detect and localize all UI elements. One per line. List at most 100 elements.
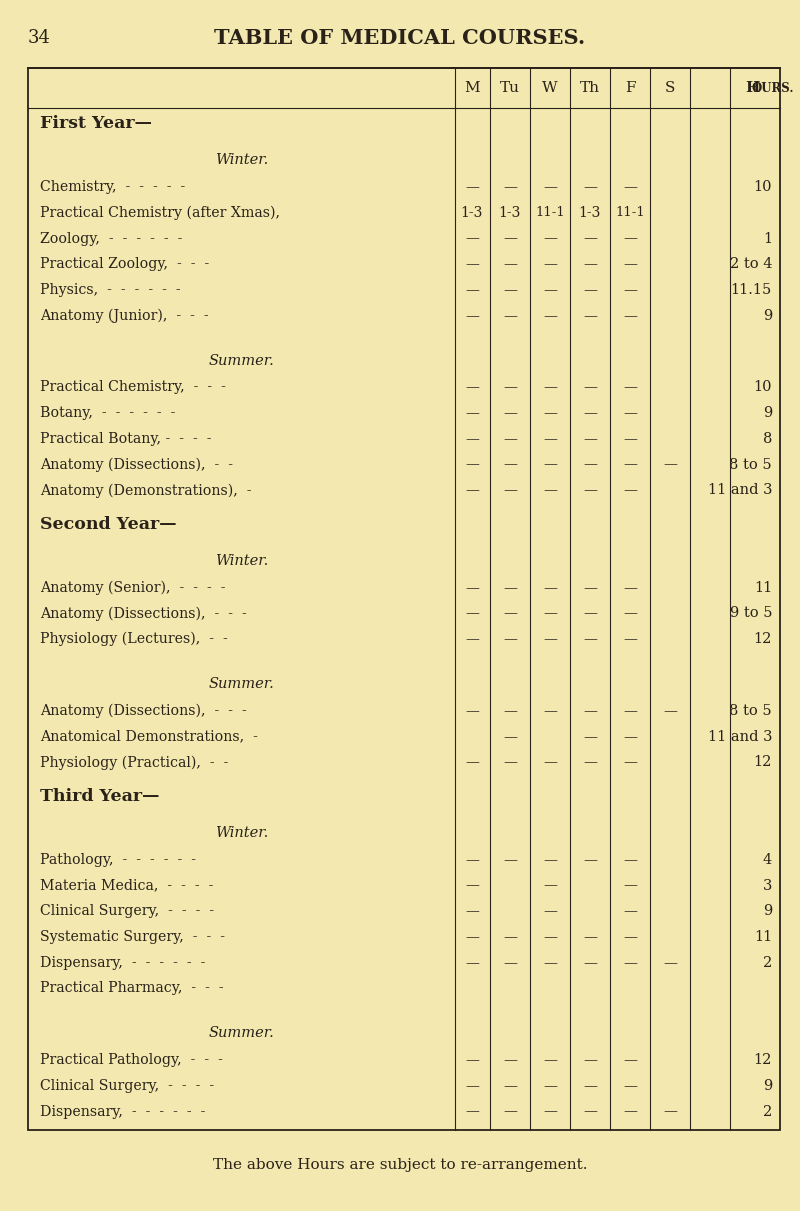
Text: H: H — [745, 81, 759, 94]
Text: The above Hours are subject to re-arrangement.: The above Hours are subject to re-arrang… — [213, 1158, 587, 1172]
Text: M: M — [464, 81, 480, 94]
Text: —: — — [623, 432, 637, 446]
Text: 9: 9 — [762, 309, 772, 322]
Text: —: — — [623, 1104, 637, 1119]
Text: 9: 9 — [762, 905, 772, 918]
Text: 1-3: 1-3 — [461, 206, 483, 219]
Text: 2 to 4: 2 to 4 — [730, 257, 772, 271]
Text: 9 to 5: 9 to 5 — [730, 607, 772, 620]
Text: —: — — [543, 380, 557, 395]
Text: —: — — [543, 955, 557, 970]
Text: Winter.: Winter. — [215, 555, 268, 568]
Text: —: — — [465, 458, 479, 471]
Text: Th: Th — [580, 81, 600, 94]
Text: —: — — [465, 257, 479, 271]
Text: Anatomy (Demonstrations),  -: Anatomy (Demonstrations), - — [40, 483, 251, 498]
Text: —: — — [543, 607, 557, 620]
Text: Practical Pharmacy,  -  -  -: Practical Pharmacy, - - - — [40, 981, 224, 995]
Text: 10: 10 — [754, 380, 772, 395]
Text: Practical Pathology,  -  -  -: Practical Pathology, - - - — [40, 1054, 223, 1067]
Text: —: — — [583, 1104, 597, 1119]
Text: —: — — [503, 231, 517, 246]
Text: 8: 8 — [762, 432, 772, 446]
Text: Pathology,  -  -  -  -  -  -: Pathology, - - - - - - — [40, 853, 196, 867]
Text: —: — — [465, 632, 479, 647]
Text: —: — — [623, 704, 637, 718]
Text: —: — — [503, 853, 517, 867]
Text: First Year—: First Year— — [40, 115, 152, 132]
Text: 11 and 3: 11 and 3 — [707, 730, 772, 744]
Text: —: — — [623, 231, 637, 246]
Text: —: — — [543, 756, 557, 769]
Text: 2: 2 — [762, 955, 772, 970]
Text: Clinical Surgery,  -  -  -  -: Clinical Surgery, - - - - — [40, 1079, 214, 1092]
Text: —: — — [583, 380, 597, 395]
Text: Clinical Surgery,  -  -  -  -: Clinical Surgery, - - - - — [40, 905, 214, 918]
Text: W: W — [542, 81, 558, 94]
Text: —: — — [543, 905, 557, 918]
Text: —: — — [623, 581, 637, 595]
Text: —: — — [623, 905, 637, 918]
Text: —: — — [623, 930, 637, 945]
Text: —: — — [583, 257, 597, 271]
Text: —: — — [583, 607, 597, 620]
Text: —: — — [663, 704, 677, 718]
Text: —: — — [583, 930, 597, 945]
Text: —: — — [465, 930, 479, 945]
Text: —: — — [465, 483, 479, 498]
Text: Anatomy (Senior),  -  -  -  -: Anatomy (Senior), - - - - — [40, 580, 226, 595]
Text: —: — — [623, 853, 637, 867]
Text: —: — — [465, 581, 479, 595]
Text: —: — — [465, 180, 479, 194]
Text: —: — — [465, 1104, 479, 1119]
Text: —: — — [543, 458, 557, 471]
Text: —: — — [543, 283, 557, 297]
Text: —: — — [583, 756, 597, 769]
Text: —: — — [583, 432, 597, 446]
Text: —: — — [583, 1054, 597, 1067]
Text: —: — — [623, 1079, 637, 1092]
Text: 1-3: 1-3 — [499, 206, 521, 219]
Text: —: — — [623, 756, 637, 769]
Text: —: — — [465, 704, 479, 718]
Text: Practical Botany, -  -  -  -: Practical Botany, - - - - — [40, 432, 211, 446]
Text: —: — — [465, 406, 479, 420]
Text: Practical Chemistry (after Xmas),: Practical Chemistry (after Xmas), — [40, 206, 280, 220]
Text: —: — — [543, 878, 557, 893]
Text: —: — — [503, 1104, 517, 1119]
Text: Summer.: Summer. — [209, 354, 274, 368]
Text: Chemistry,  -  -  -  -  -: Chemistry, - - - - - — [40, 180, 186, 194]
Text: —: — — [583, 406, 597, 420]
Text: —: — — [543, 853, 557, 867]
Text: 11-1: 11-1 — [535, 206, 565, 219]
Text: —: — — [503, 1054, 517, 1067]
Text: —: — — [503, 756, 517, 769]
Text: —: — — [465, 607, 479, 620]
Text: —: — — [543, 1104, 557, 1119]
Text: Physiology (Lectures),  -  -: Physiology (Lectures), - - — [40, 632, 228, 647]
Text: —: — — [503, 309, 517, 322]
Text: OURS.: OURS. — [752, 81, 794, 94]
Text: —: — — [623, 309, 637, 322]
Text: F: F — [625, 81, 635, 94]
Text: —: — — [503, 955, 517, 970]
Text: —: — — [543, 231, 557, 246]
Text: 12: 12 — [754, 632, 772, 647]
Text: 9: 9 — [762, 406, 772, 420]
Text: —: — — [583, 704, 597, 718]
Text: —: — — [543, 1079, 557, 1092]
Text: —: — — [503, 180, 517, 194]
Text: —: — — [583, 1079, 597, 1092]
Text: —: — — [583, 483, 597, 498]
Text: —: — — [503, 730, 517, 744]
Text: Dispensary,  -  -  -  -  -  -: Dispensary, - - - - - - — [40, 1104, 206, 1119]
Text: Materia Medica,  -  -  -  -: Materia Medica, - - - - — [40, 878, 214, 893]
Text: Anatomy (Junior),  -  -  -: Anatomy (Junior), - - - — [40, 309, 209, 323]
Text: 9: 9 — [762, 1079, 772, 1092]
Text: Winter.: Winter. — [215, 154, 268, 167]
Text: —: — — [623, 283, 637, 297]
Text: 8 to 5: 8 to 5 — [730, 704, 772, 718]
Text: —: — — [543, 1054, 557, 1067]
Text: Summer.: Summer. — [209, 677, 274, 691]
Text: Second Year—: Second Year— — [40, 516, 177, 533]
